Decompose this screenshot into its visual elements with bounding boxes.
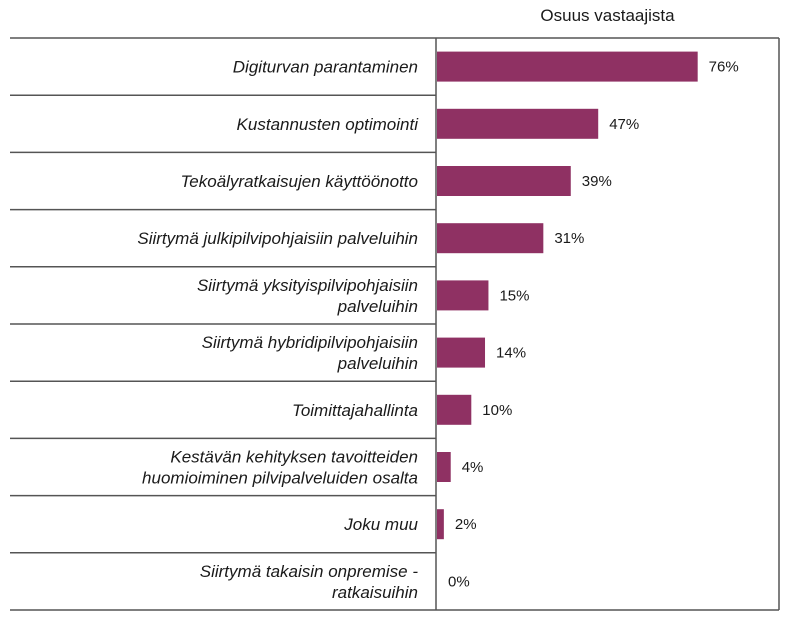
category-label: Toimittajahallinta [292,401,418,420]
value-label: 76% [709,59,739,76]
bar [437,394,472,425]
value-label: 0% [448,573,470,590]
category-label: Kestävän kehityksen tavoitteiden [170,448,418,467]
bar [437,223,544,254]
bar [437,108,599,139]
value-label: 47% [609,116,639,133]
category-label: Digiturvan parantaminen [233,58,418,77]
bar [437,337,486,368]
category-label: Siirtymä yksityispilvipohjaisiin [197,276,418,295]
bar [437,452,451,482]
column-header: Osuus vastaajista [540,6,675,25]
category-label: Siirtymä hybridipilvipohjaisiin [202,333,418,352]
chart-rows: Digiturvan parantaminen 76% Kustannusten o… [10,51,739,602]
category-label: ratkaisuihin [332,583,418,602]
value-label: 4% [462,459,484,476]
value-label: 14% [496,345,526,362]
value-label: 31% [554,230,584,247]
value-label: 10% [482,402,512,419]
bar [437,509,444,540]
bar [437,166,571,196]
value-label: 39% [582,173,612,190]
bar [437,51,698,82]
value-label: 2% [455,516,477,533]
category-label: Tekoälyratkaisujen käyttöönotto [180,172,418,191]
category-label: huomioiminen pilvipalveluiden osalta [142,469,418,488]
category-label: palveluihin [337,354,418,373]
category-label: Siirtymä julkipilvipohjaisiin palveluihi… [137,229,418,248]
category-label: Siirtymä takaisin onpremise - [200,562,419,581]
category-label: Kustannusten optimointi [237,115,420,134]
bar [437,280,489,311]
category-label: Joku muu [343,515,418,534]
value-label: 15% [499,287,529,304]
category-label: palveluihin [337,297,418,316]
